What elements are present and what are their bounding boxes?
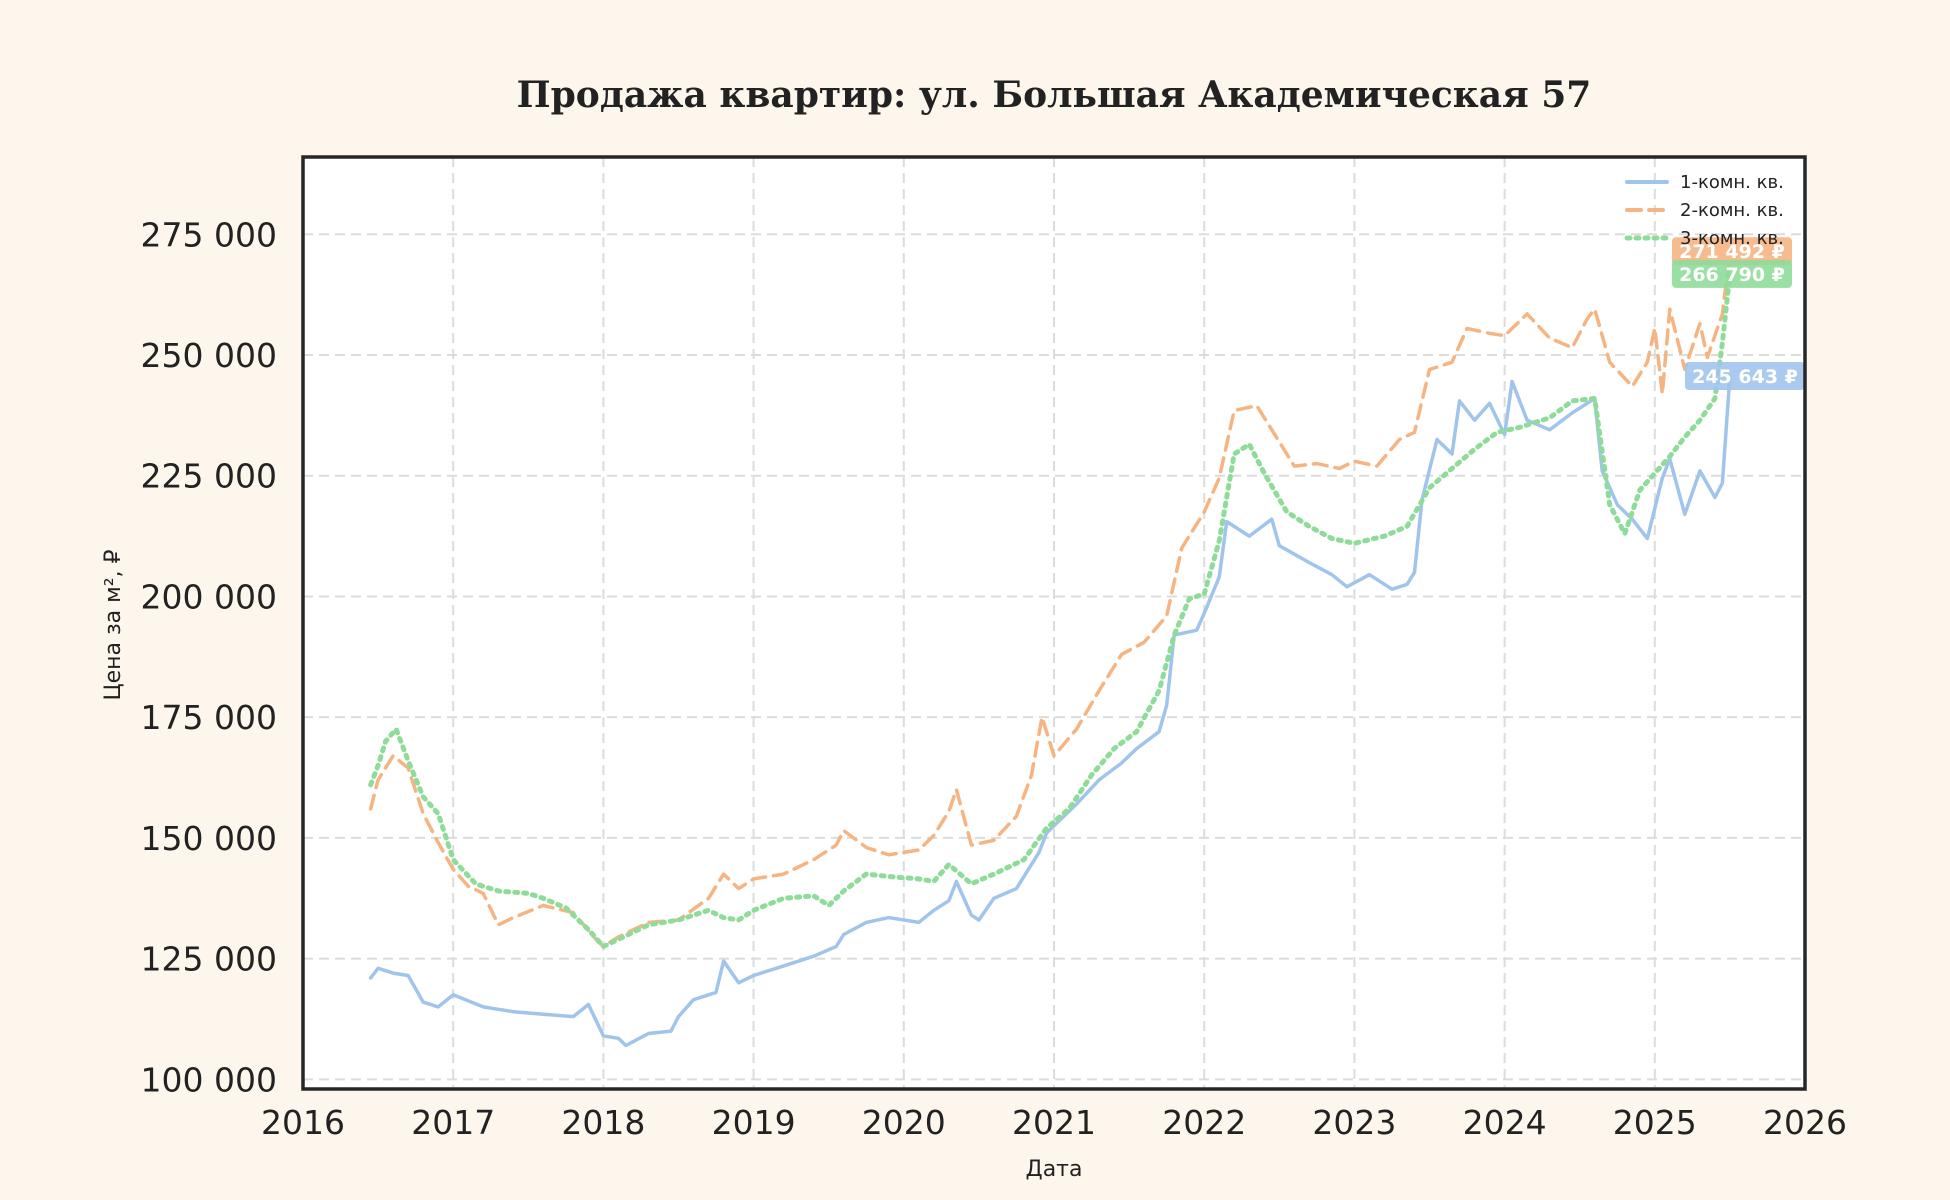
y-tick-label: 275 000: [141, 215, 277, 254]
x-tick-label: 2025: [1613, 1103, 1697, 1142]
x-tick-label: 2024: [1463, 1103, 1547, 1142]
y-tick-label: 200 000: [141, 577, 277, 616]
end-value-label-1: 245 643 ₽: [1692, 366, 1798, 388]
x-tick-label: 2026: [1763, 1103, 1847, 1142]
plot-border: [301, 155, 1807, 1091]
end-value-badge-2: [1672, 237, 1792, 266]
x-tick-label: 2018: [561, 1103, 645, 1142]
y-tick-label: 175 000: [141, 698, 277, 737]
x-axis-label: Дата: [1026, 1157, 1083, 1182]
y-axis-ticks: 100 000 125 000 150 000 175 000 200 000 225 0…: [141, 215, 277, 1099]
y-tick-label: 125 000: [141, 940, 277, 979]
y-tick-label: 225 000: [141, 457, 277, 496]
x-tick-label: 2022: [1162, 1103, 1246, 1142]
end-value-label-3: 266 790 ₽: [1679, 264, 1785, 286]
x-tick-label: 2016: [261, 1103, 345, 1142]
x-tick-label: 2020: [862, 1103, 946, 1142]
y-tick-label: 100 000: [141, 1060, 277, 1099]
end-value-badges: 245 643 ₽ 271 492 ₽266 790 ₽: [1672, 237, 1805, 391]
y-axis-label: Цена за м², ₽: [101, 549, 126, 700]
grid-lines: [303, 157, 1805, 1089]
end-value-badge-1: [1685, 362, 1805, 391]
y-tick-label: 150 000: [141, 819, 277, 858]
x-tick-label: 2017: [411, 1103, 495, 1142]
legend-label-2: 2-комн. кв.: [1680, 200, 1784, 221]
x-tick-label: 2023: [1312, 1103, 1396, 1142]
legend-label-1: 1-комн. кв.: [1680, 172, 1784, 193]
y-tick-label: 250 000: [141, 336, 277, 375]
series-line-1: [368, 374, 1732, 1048]
x-tick-label: 2021: [1012, 1103, 1096, 1142]
legend-label-3: 3-комн. кв.: [1680, 228, 1784, 249]
legend: 1-комн. кв. 2-комн. кв. 3-комн. кв.: [1624, 172, 1784, 249]
plot-frame: [301, 155, 1807, 1091]
series-line-3: [368, 271, 1733, 949]
chart-title: Продажа квартир: ул. Большая Академическ…: [517, 74, 1592, 116]
end-value-badge-3: [1672, 259, 1792, 288]
end-value-label-2: 271 492 ₽: [1679, 241, 1785, 263]
series-layer: [368, 249, 1733, 1048]
x-axis-ticks: 2016 2017 2018 2019 2020 2021 2022 2023 2024 2025…: [261, 1103, 1847, 1142]
x-tick-label: 2019: [712, 1103, 796, 1142]
